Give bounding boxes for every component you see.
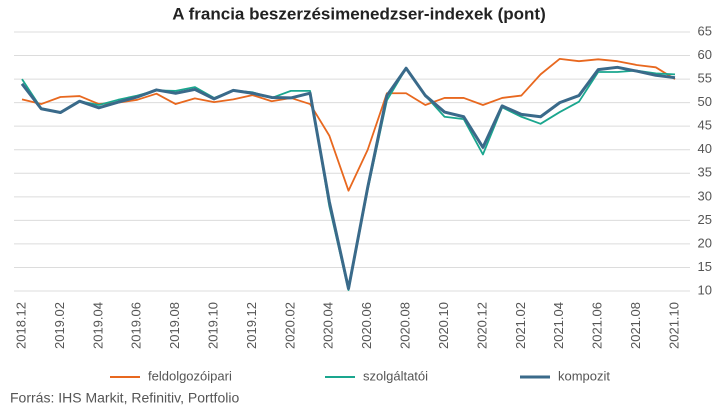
x-tick-label: 2019.12: [244, 302, 259, 349]
y-tick-label: 40: [698, 141, 712, 156]
x-tick-label: 2021.02: [513, 302, 528, 349]
series-line: [20, 65, 676, 291]
y-tick-label: 20: [698, 235, 712, 250]
y-tick-label: 55: [698, 71, 712, 86]
x-tick-label: 2021.08: [628, 302, 643, 349]
y-tick-label: 25: [698, 212, 712, 227]
x-tick-label: 2020.10: [436, 302, 451, 349]
x-tick-label: 2021.10: [666, 302, 681, 349]
y-tick-label: 65: [698, 23, 712, 38]
x-tick-label: 2018.12: [13, 302, 28, 349]
series-line: [21, 57, 676, 192]
y-tick-label: 35: [698, 165, 712, 180]
x-tick-label: 2020.06: [359, 302, 374, 349]
x-tick-label: 2020.02: [282, 302, 297, 349]
x-tick-label: 2021.06: [590, 302, 605, 349]
chart-title: A francia beszerzésimenedzser-indexek (p…: [172, 4, 546, 23]
y-tick-label: 45: [698, 118, 712, 133]
y-tick-label: 10: [698, 282, 712, 297]
x-tick-label: 2019.02: [52, 302, 67, 349]
x-tick-label: 2020.04: [321, 302, 336, 349]
x-tick-label: 2021.04: [551, 302, 566, 349]
y-tick-label: 50: [698, 94, 712, 109]
x-tick-label: 2019.08: [167, 302, 182, 349]
y-tick-label: 30: [698, 188, 712, 203]
x-tick-label: 2019.06: [129, 302, 144, 349]
y-tick-label: 15: [698, 259, 712, 274]
legend-label: szolgáltatói: [363, 368, 428, 383]
x-tick-label: 2020.08: [398, 302, 413, 349]
legend-label: feldolgozóipari: [148, 368, 232, 383]
legend-label: kompozit: [558, 368, 610, 383]
x-tick-label: 2019.04: [90, 302, 105, 349]
x-tick-label: 2019.10: [205, 302, 220, 349]
x-tick-label: 2020.12: [474, 302, 489, 349]
source: Forrás: IHS Markit, Refinitiv, Portfolio: [10, 390, 239, 406]
y-tick-label: 60: [698, 47, 712, 62]
